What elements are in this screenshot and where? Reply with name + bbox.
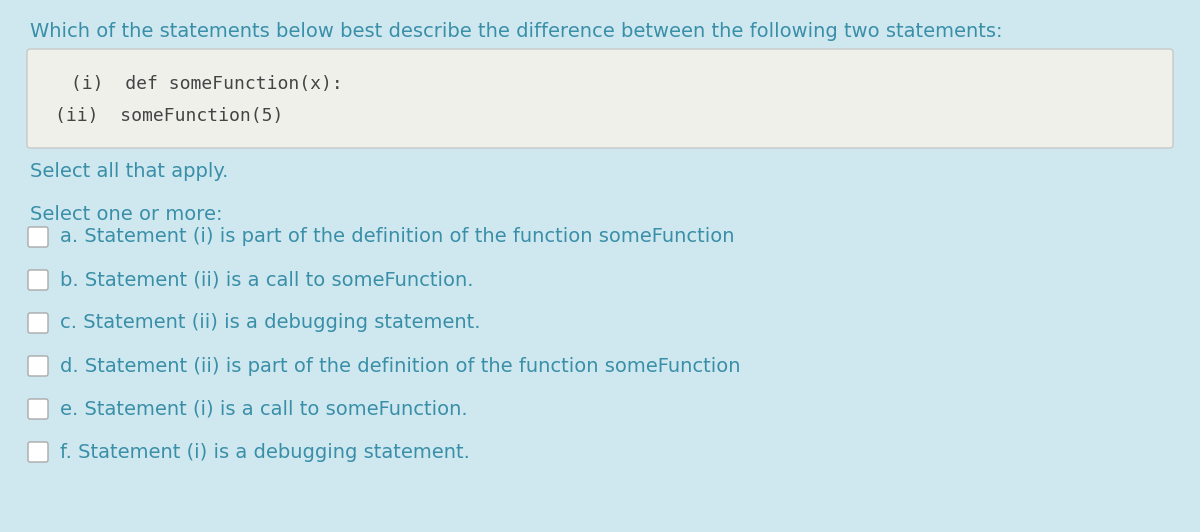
Text: a. Statement (i) is part of the definition of the function someFunction: a. Statement (i) is part of the definiti…	[60, 228, 734, 246]
Text: e. Statement (i) is a call to someFunction.: e. Statement (i) is a call to someFuncti…	[60, 400, 468, 419]
FancyBboxPatch shape	[28, 356, 48, 376]
Text: Select one or more:: Select one or more:	[30, 205, 222, 224]
FancyBboxPatch shape	[28, 399, 48, 419]
Text: f. Statement (i) is a debugging statement.: f. Statement (i) is a debugging statemen…	[60, 443, 470, 461]
Text: c. Statement (ii) is a debugging statement.: c. Statement (ii) is a debugging stateme…	[60, 313, 480, 332]
Text: d. Statement (ii) is part of the definition of the function someFunction: d. Statement (ii) is part of the definit…	[60, 356, 740, 376]
FancyBboxPatch shape	[28, 442, 48, 462]
FancyBboxPatch shape	[28, 270, 48, 290]
FancyBboxPatch shape	[28, 227, 48, 247]
Text: Which of the statements below best describe the difference between the following: Which of the statements below best descr…	[30, 22, 1002, 41]
FancyBboxPatch shape	[28, 313, 48, 333]
Text: Select all that apply.: Select all that apply.	[30, 162, 228, 181]
Text: b. Statement (ii) is a call to someFunction.: b. Statement (ii) is a call to someFunct…	[60, 270, 474, 289]
Text: (i)  def someFunction(x):: (i) def someFunction(x):	[60, 75, 343, 93]
FancyBboxPatch shape	[28, 49, 1174, 148]
Text: (ii)  someFunction(5): (ii) someFunction(5)	[55, 107, 283, 125]
